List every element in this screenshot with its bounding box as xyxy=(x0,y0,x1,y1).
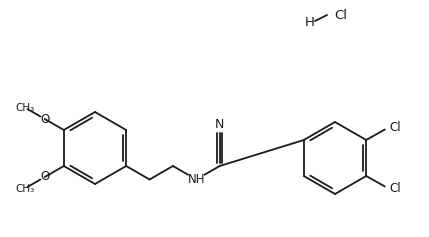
Text: N: N xyxy=(215,118,224,132)
Text: Cl: Cl xyxy=(334,9,347,22)
Text: CH₃: CH₃ xyxy=(15,183,34,193)
Text: NH: NH xyxy=(187,173,205,186)
Text: CH₃: CH₃ xyxy=(15,102,34,113)
Text: O: O xyxy=(40,170,49,183)
Text: Cl: Cl xyxy=(390,121,402,134)
Text: Cl: Cl xyxy=(390,182,402,195)
Text: O: O xyxy=(40,113,49,126)
Text: H: H xyxy=(305,15,315,28)
